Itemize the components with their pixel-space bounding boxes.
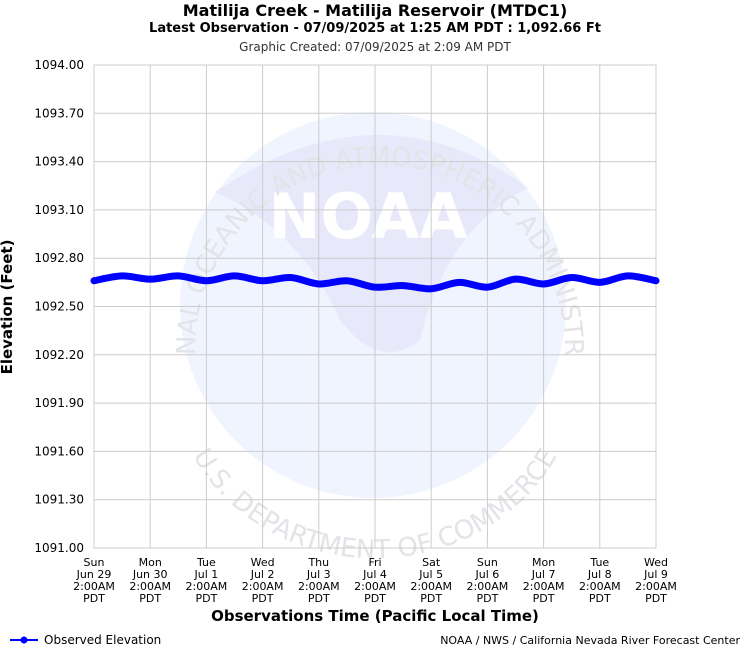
y-tick-label: 1092.80: [34, 251, 84, 265]
y-tick-label: 1094.00: [34, 58, 84, 72]
x-tick-label: Sat Jul 5 2:00AM PDT: [410, 556, 452, 605]
graphic-created: Graphic Created: 07/09/2025 at 2:09 AM P…: [239, 40, 511, 54]
y-tick-label: 1091.90: [34, 396, 84, 410]
y-tick-labels: 1091.00 1091.30 1091.60 1091.90 1092.20 1092.…: [34, 58, 84, 555]
data-point: [343, 277, 351, 284]
x-tick-label: Thu Jul 3 2:00AM PDT: [298, 556, 340, 605]
x-tick-label: Tue Jul 8 2:00AM PDT: [579, 556, 621, 605]
x-tick-label: Tue Jul 1 2:00AM PDT: [186, 556, 228, 605]
series-observed-elevation: [90, 272, 660, 293]
plot-frame: [93, 64, 657, 549]
data-point: [484, 283, 491, 291]
y-tick-label: 1093.40: [34, 155, 84, 169]
y-tick-label: 1091.30: [34, 493, 84, 507]
data-point: [287, 274, 294, 281]
data-point: [315, 280, 322, 288]
data-point: [456, 279, 463, 286]
data-point: [652, 277, 660, 284]
data-point: [203, 277, 210, 284]
credit-text: NOAA / NWS / California Nevada River For…: [440, 634, 740, 647]
y-tick-label: 1093.10: [34, 203, 84, 217]
line-dot-icon: [10, 636, 38, 644]
data-point: [596, 279, 603, 286]
y-axis-label: Elevation (Feet): [0, 240, 16, 375]
data-point: [259, 277, 266, 284]
data-point: [512, 275, 519, 283]
data-point: [540, 280, 547, 288]
x-tick-label: Wed Jul 2 2:00AM PDT: [242, 556, 284, 605]
y-tick-label: 1092.50: [34, 300, 84, 314]
legend: Observed Elevation: [10, 633, 161, 647]
data-point: [118, 272, 126, 280]
data-point: [399, 282, 407, 289]
latest-observation: Latest Observation - 07/09/2025 at 1:25 …: [149, 21, 601, 36]
noaa-logo-text: NOAA: [269, 180, 468, 253]
x-tick-label: Sun Jun 29 2:00AM PDT: [73, 556, 115, 605]
data-point: [371, 283, 379, 291]
grid-lines: [93, 64, 657, 549]
data-point: [90, 277, 98, 284]
noaa-emblem-bird: [215, 134, 528, 353]
x-tick-label: Fri Jul 4 2:00AM PDT: [354, 556, 396, 605]
y-tick-label: 1093.70: [34, 106, 84, 120]
x-axis-label: Observations Time (Pacific Local Time): [211, 607, 539, 625]
data-point: [568, 274, 575, 281]
legend-label: Observed Elevation: [44, 633, 162, 647]
data-point: [428, 285, 435, 292]
x-tick-labels: Sun Jun 29 2:00AM PDT Mon Jun 30 2:00AM PDT Tue J…: [73, 556, 677, 605]
data-point: [624, 272, 632, 280]
x-tick-label: Sun Jul 6 2:00AM PDT: [467, 556, 509, 605]
x-tick-label: Mon Jun 30 2:00AM PDT: [129, 556, 171, 605]
chart-title: Matilija Creek - Matilija Reservoir (MTD…: [182, 1, 568, 20]
data-point: [147, 275, 154, 283]
y-tick-label: 1091.60: [34, 444, 84, 458]
y-tick-label: 1091.00: [34, 541, 84, 555]
data-point: [175, 272, 182, 280]
y-tick-label: 1092.20: [34, 348, 84, 362]
data-point: [231, 272, 238, 280]
x-tick-label: Wed Jul 9 2:00AM PDT: [635, 556, 677, 605]
x-tick-label: Mon Jul 7 2:00AM PDT: [523, 556, 565, 605]
